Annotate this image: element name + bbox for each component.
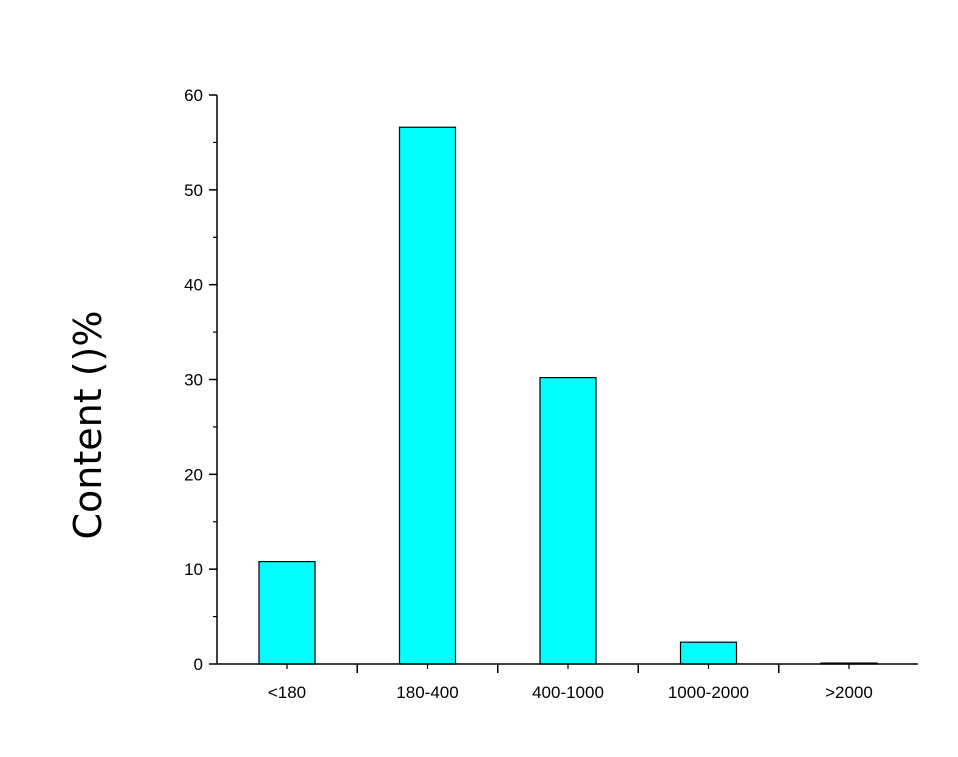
bar-1: [398, 126, 457, 665]
y-tick-label: 0: [194, 655, 203, 674]
bar-0: [258, 560, 316, 665]
y-ticks: 0 10 20 30 40 50 60: [184, 86, 217, 674]
x-tick-label: >2000: [825, 683, 873, 702]
y-tick-label: 40: [184, 276, 203, 295]
x-ticks: <180 180-400 400-1000 1000-2000 >2000: [268, 664, 873, 702]
bar-2: [539, 377, 597, 665]
bar-3: [679, 641, 738, 665]
bars-layer: [258, 126, 878, 665]
x-tick-label: 1000-2000: [668, 683, 749, 702]
x-tick-label: <180: [268, 683, 306, 702]
y-tick-label: 10: [184, 560, 203, 579]
x-tick-label: 400-1000: [532, 683, 604, 702]
y-tick-label: 60: [184, 86, 203, 105]
y-tick-label: 20: [184, 465, 203, 484]
y-tick-label: 50: [184, 181, 203, 200]
x-tick-label: 180-400: [396, 683, 458, 702]
y-axis-title: Content ()%: [66, 311, 110, 540]
y-tick-label: 30: [184, 371, 203, 390]
